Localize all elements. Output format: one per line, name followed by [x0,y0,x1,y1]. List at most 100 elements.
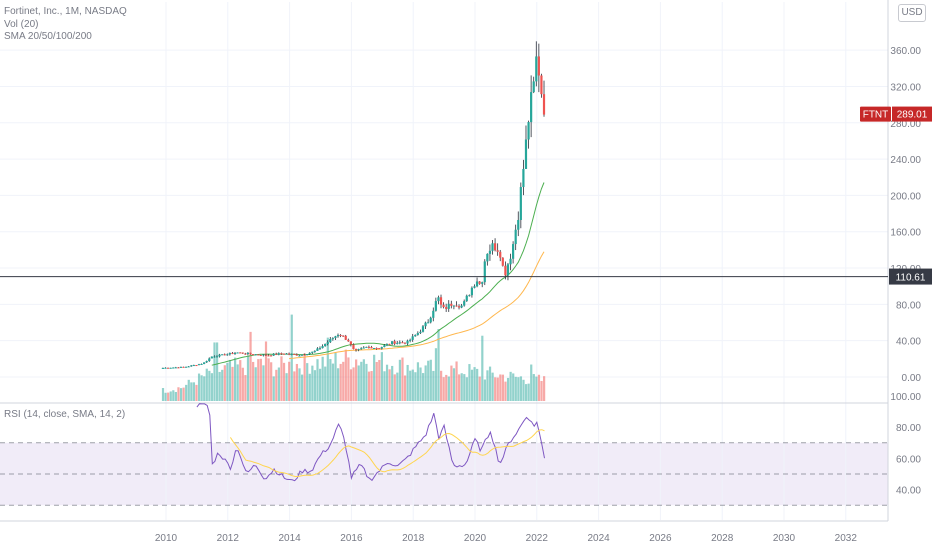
volume-bar-91 [396,372,399,401]
candle-body-21 [215,356,219,358]
volume-bar-128 [491,372,494,401]
volume-bar-82 [373,354,376,401]
candle-body-118 [465,295,468,302]
candle-body-96 [409,339,412,341]
candle-body-47 [282,353,286,355]
candle-body-51 [293,353,296,355]
candle-body-131 [499,251,502,258]
volume-bar-9 [185,384,188,401]
x-tick-label-1: 2012 [217,533,240,544]
candle-body-63 [324,344,327,347]
volume-bar-67 [334,352,337,401]
volume-bar-47 [282,362,286,401]
candle-body-26 [228,352,231,355]
candle-body-71 [344,335,347,340]
volume-bar-18 [208,370,211,401]
candle-body-147 [540,75,543,95]
volume-bar-37 [257,359,260,401]
candle-body-3 [169,367,172,369]
volume-bar-40 [264,341,268,401]
volume-bar-112 [450,365,453,401]
volume-bar-23 [221,369,224,401]
candle-body-44 [275,353,278,355]
candle-body-127 [488,250,492,254]
volume-bar-17 [205,368,208,401]
volume-bar-51 [293,371,296,401]
volume-bar-2 [167,392,170,401]
volume-bar-148 [543,376,546,401]
candle-body-111 [447,303,450,309]
volume-bar-62 [321,356,324,401]
candle-body-122 [475,281,479,287]
volume-bar-38 [259,358,262,401]
volume-bar-25 [226,362,229,401]
rsi-tick-label-1: 60.00 [896,454,921,465]
volume-bar-56 [306,363,309,401]
candle-body-54 [300,354,304,356]
volume-bar-53 [298,368,301,401]
volume-bar-0 [161,388,165,401]
candle-body-126 [486,253,489,262]
volume-bar-109 [442,377,445,401]
volume-bar-58 [311,365,314,401]
candle-body-18 [208,358,211,362]
candle-body-66 [331,338,334,340]
candle-body-134 [506,264,510,276]
candle-body-123 [478,281,481,284]
y-tick-label-6: 240.00 [890,155,921,166]
candle-body-17 [205,361,208,363]
volume-bar-81 [370,371,373,401]
rsi-legend[interactable]: RSI (14, close, SMA, 14, 2) [4,409,126,420]
volume-bar-43 [272,376,275,401]
volume-bar-140 [522,379,525,401]
candle-body-103 [427,322,430,324]
volume-bar-92 [398,359,402,401]
volume-bar-107 [437,329,440,401]
candle-body-91 [396,342,399,344]
candle-body-109 [442,304,445,308]
volume-bar-16 [203,376,206,401]
volume-bar-64 [326,337,329,401]
volume-bar-35 [252,361,255,401]
candle-body-20 [213,356,216,358]
volume-bar-74 [352,367,355,401]
candle-body-87 [385,343,389,346]
candle-body-55 [303,354,306,356]
volume-bar-72 [347,357,350,401]
candle-body-129 [493,243,497,251]
y-tick-label-0: 0.00 [902,373,922,384]
candle-body-28 [233,353,237,355]
volume-bar-106 [434,348,438,401]
candle-body-114 [455,305,458,307]
candle-body-90 [393,341,396,344]
candle-body-24 [223,354,226,356]
volume-bar-59 [313,370,317,401]
candle-body-133 [504,265,507,276]
volume-bar-99 [416,362,420,401]
candle-body-49 [287,353,291,355]
candle-body-112 [450,303,453,306]
volume-bar-55 [303,353,306,401]
volume-bar-69 [339,363,342,401]
currency-button[interactable]: USD [898,4,926,22]
volume-bar-32 [244,375,247,401]
candle-body-75 [354,348,358,351]
candle-body-89 [390,341,394,345]
volume-bar-48 [285,373,288,401]
candle-body-137 [514,229,517,245]
volume-bar-147 [540,380,543,401]
volume-bar-68 [337,368,340,401]
candle-body-121 [473,286,476,288]
sma-legend[interactable]: SMA 20/50/100/200 [4,31,92,42]
volume-legend[interactable]: Vol (20) [4,19,39,30]
grid-layer [0,0,889,522]
candle-body-94 [403,342,407,344]
volume-bar-122 [476,368,479,401]
candle-body-142 [527,122,530,140]
candle-body-80 [367,346,371,348]
candle-body-57 [308,352,311,355]
volume-bar-114 [455,361,458,401]
candle-body-130 [496,250,499,252]
candle-body-85 [380,347,383,349]
